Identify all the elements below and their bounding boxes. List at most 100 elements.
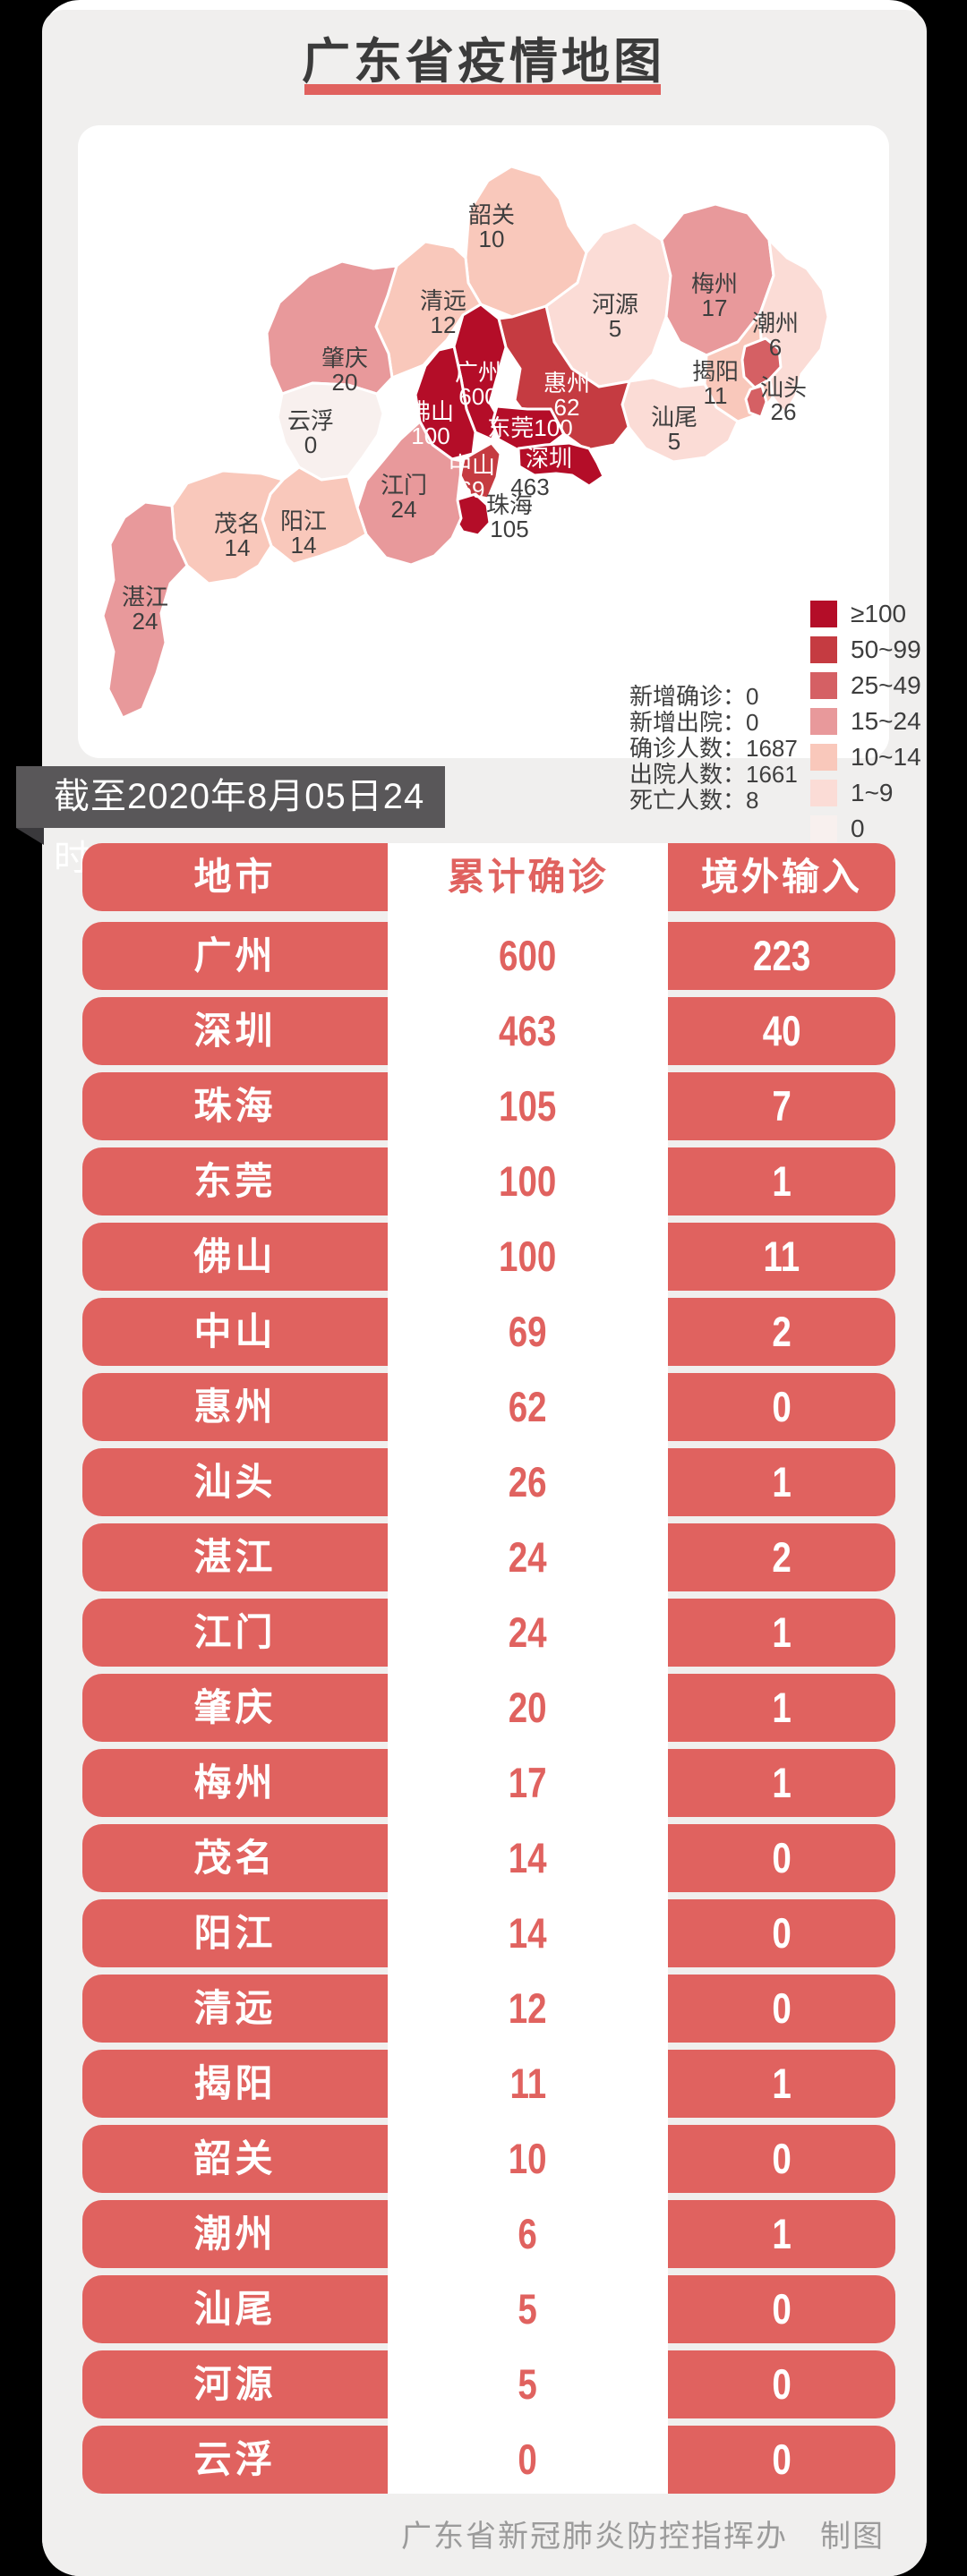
region-zhanjiang [101, 500, 189, 720]
region-maoming [170, 469, 285, 585]
legend-item: ≥100 [810, 601, 921, 627]
map-label: 6 [769, 334, 782, 361]
map-label: 69 [459, 476, 485, 503]
imported-cell: 223 [668, 922, 895, 990]
imported-cell: 1 [668, 1749, 895, 1817]
map-label: 17 [702, 294, 728, 321]
table-row: 韶关 10 0 [0, 2125, 967, 2193]
legend-item: 1~9 [810, 780, 921, 806]
table-row: 潮州 6 1 [0, 2200, 967, 2268]
region-jiangmen [355, 420, 465, 567]
city-name-cell: 云浮 [82, 2426, 388, 2494]
map-label: 5 [609, 315, 621, 342]
imported-cell: 1 [668, 2050, 895, 2118]
legend-swatch [810, 744, 837, 771]
map-label: 0 [304, 431, 317, 458]
city-name-cell: 韶关 [82, 2125, 388, 2193]
city-name-cell: 汕尾 [82, 2275, 388, 2343]
city-name-cell: 湛江 [82, 1523, 388, 1591]
map-card: 韶关 10 清远 12 河源 5 梅州 17 潮州 6 揭阳 11 汕头 26 汕尾 5 惠州 62 广州 600 佛山… [78, 125, 921, 842]
confirmed-cell: 0 [518, 2435, 538, 2483]
imported-cell: 0 [668, 2426, 895, 2494]
legend-swatch [810, 601, 837, 627]
map-label: 潮州 [752, 310, 799, 337]
imported-cell: 0 [668, 1975, 895, 2043]
header-confirmed: 累计确诊 [447, 856, 609, 898]
map-stat-line: 新增出院：0 [629, 709, 759, 736]
map-label: 14 [225, 534, 251, 561]
city-name-cell: 东莞 [82, 1147, 388, 1215]
table-row: 湛江 24 2 [0, 1523, 967, 1591]
map-label: 14 [291, 532, 317, 559]
confirmed-cell: 69 [509, 1308, 547, 1355]
legend-label: 15~24 [851, 707, 921, 735]
confirmed-cell: 14 [509, 1909, 547, 1957]
legend-item: 50~99 [810, 636, 921, 663]
imported-cell: 0 [668, 1373, 895, 1441]
confirmed-cell: 17 [509, 1759, 547, 1806]
map-label: 佛山 [407, 398, 454, 425]
city-name-cell: 深圳 [82, 997, 388, 1065]
imported-cell: 1 [668, 1448, 895, 1516]
table-row: 揭阳 11 1 [0, 2050, 967, 2118]
confirmed-cell: 62 [509, 1383, 547, 1430]
map-stat-line: 出院人数：1661 [629, 761, 798, 788]
map-label: 阳江 [280, 508, 327, 534]
city-name-cell: 汕头 [82, 1448, 388, 1516]
map-label: 揭阳 [692, 358, 739, 385]
region-shaoguan [464, 165, 588, 319]
table-header-row: 地市 累计确诊 境外输入 [0, 843, 967, 911]
map-label: 茂名 [214, 510, 261, 537]
map-stat-line: 死亡人数：8 [629, 787, 759, 814]
map-label: 肇庆 [321, 345, 368, 371]
city-name-cell: 清远 [82, 1975, 388, 2043]
confirmed-cell: 14 [509, 1834, 547, 1881]
legend-label: ≥100 [851, 600, 907, 627]
city-name-cell: 阳江 [82, 1899, 388, 1967]
legend-item: 0 [810, 815, 921, 842]
city-name-cell: 珠海 [82, 1072, 388, 1140]
table-row: 清远 12 0 [0, 1975, 967, 2043]
table-row: 梅州 17 1 [0, 1749, 967, 1817]
map-label: 12 [431, 311, 457, 338]
legend-item: 25~49 [810, 672, 921, 699]
date-ribbon: 截至2020年8月05日24时 [16, 766, 445, 878]
map-label: 江门 [381, 472, 427, 499]
map-label: 105 [490, 516, 528, 542]
table-row: 汕头 26 1 [0, 1448, 967, 1516]
header-imported: 境外输入 [668, 843, 895, 911]
city-name-cell: 梅州 [82, 1749, 388, 1817]
confirmed-cell: 24 [509, 1533, 547, 1581]
map-stat-line: 新增确诊：0 [629, 683, 759, 710]
legend-swatch [810, 815, 837, 842]
region-shenzhen [517, 441, 605, 488]
confirmed-cell: 100 [499, 1157, 557, 1205]
table-row: 汕尾 5 0 [0, 2275, 967, 2343]
map-label: 云浮 [287, 407, 334, 434]
table-row: 珠海 105 7 [0, 1072, 967, 1140]
imported-cell: 1 [668, 1599, 895, 1667]
city-name-cell: 潮州 [82, 2200, 388, 2268]
map-label: 深圳 [526, 445, 572, 472]
map-label: 梅州 [691, 270, 738, 297]
imported-cell: 0 [668, 1899, 895, 1967]
table-middle-band [388, 843, 668, 2494]
imported-cell: 2 [668, 1523, 895, 1591]
map-label: 5 [668, 428, 680, 455]
map-label: 韶关 [468, 201, 515, 228]
imported-cell: 1 [668, 1674, 895, 1742]
city-name-cell: 茂名 [82, 1824, 388, 1892]
imported-cell: 0 [668, 1824, 895, 1892]
confirmed-cell: 463 [499, 1007, 557, 1054]
confirmed-cell: 600 [499, 932, 557, 979]
city-name-cell: 肇庆 [82, 1674, 388, 1742]
legend-swatch [810, 780, 837, 806]
map-label: 汕头 [760, 374, 807, 401]
page-title: 广东省疫情地图 [302, 35, 665, 89]
map-label: 汕尾 [651, 404, 697, 431]
map-label: 26 [771, 398, 797, 425]
imported-cell: 0 [668, 2275, 895, 2343]
table-row: 惠州 62 0 [0, 1373, 967, 1441]
legend-swatch [810, 672, 837, 699]
